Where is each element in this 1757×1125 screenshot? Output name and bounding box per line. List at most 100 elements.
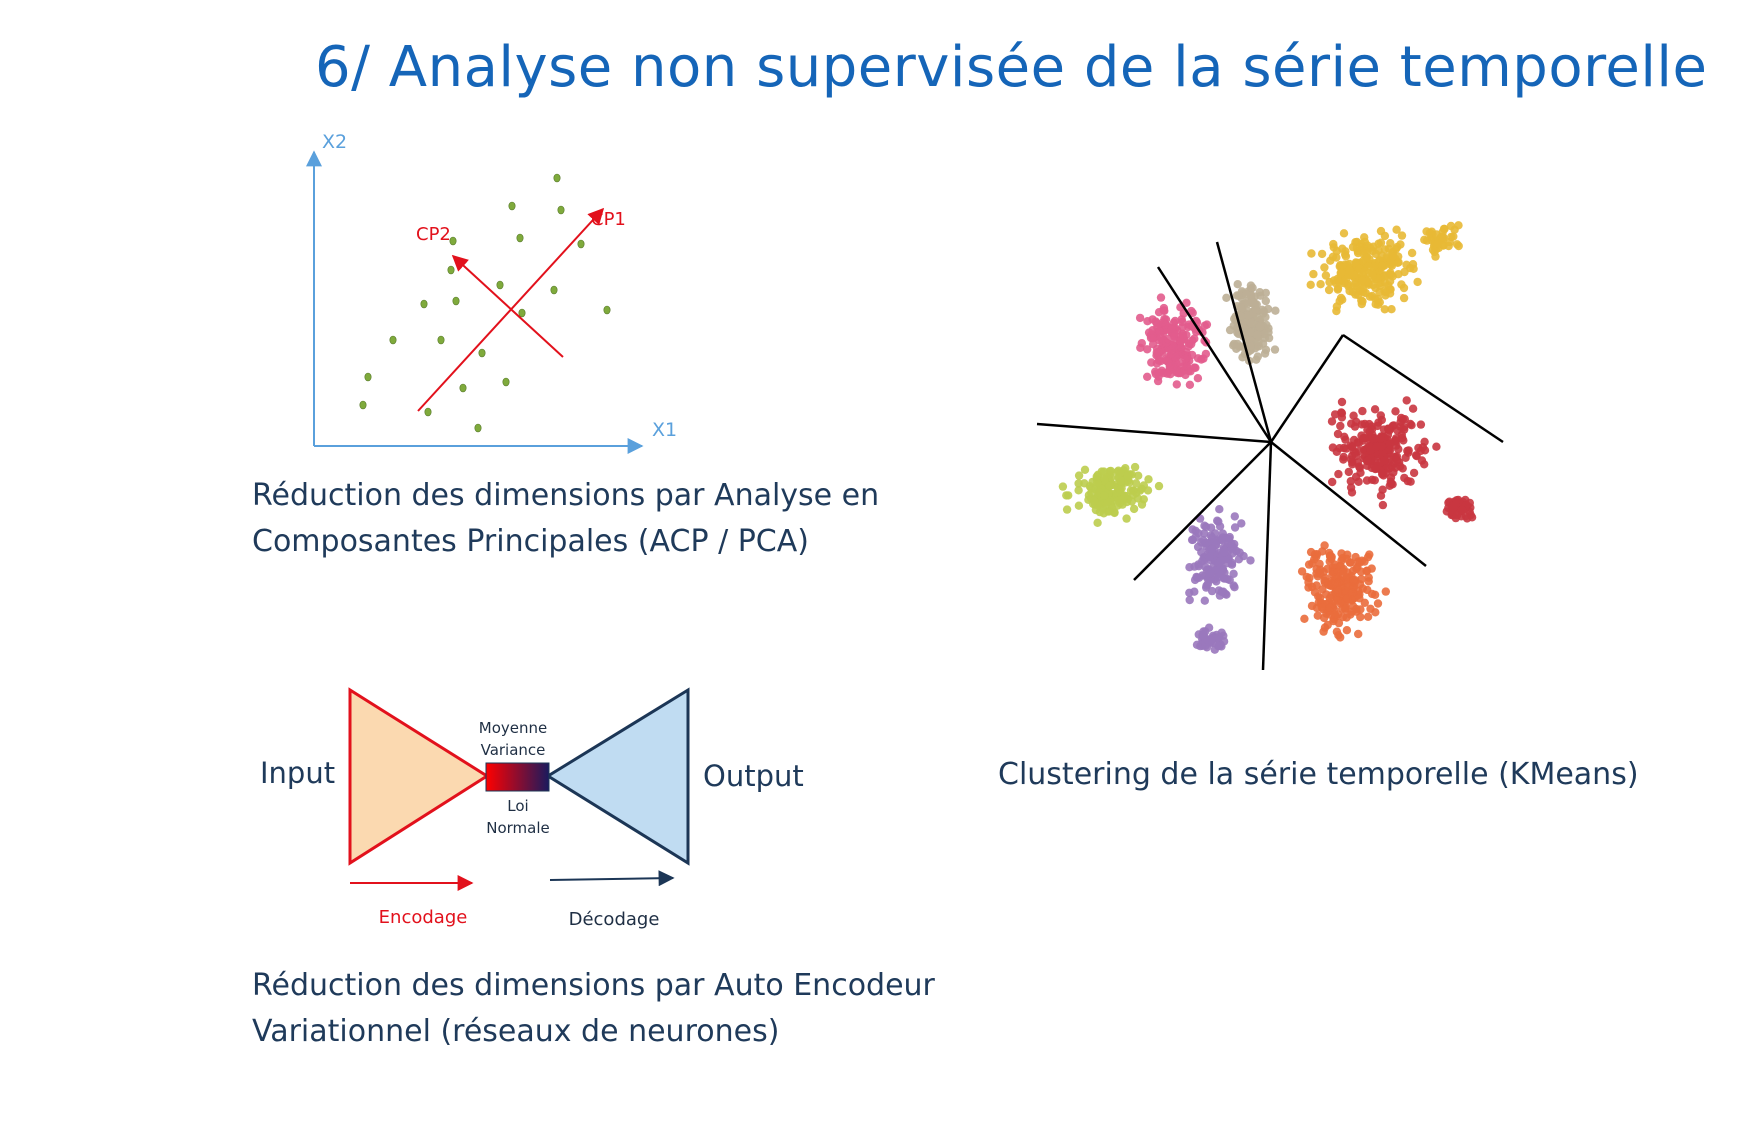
cluster-point [1233, 339, 1242, 349]
cluster-point [1396, 422, 1405, 431]
cluster-point [1454, 241, 1463, 251]
cluster-point [1357, 431, 1366, 440]
cluster-point [1334, 578, 1343, 587]
cluster-point [1348, 242, 1358, 252]
cluster-point [1370, 434, 1380, 443]
cluster-point [1310, 555, 1319, 564]
cluster-point [1333, 429, 1343, 439]
cluster-point [1190, 587, 1199, 596]
cluster-point [1373, 599, 1383, 608]
pca-axis-x-label: X1 [652, 419, 677, 441]
cluster-point [1220, 548, 1229, 557]
cluster-point [1362, 476, 1372, 485]
pca-caption-line2: Composantes Principales (ACP / PCA) [252, 524, 809, 559]
cluster-point [1391, 434, 1401, 443]
cluster-point [1399, 293, 1409, 303]
cluster-point [1385, 439, 1395, 449]
cluster-point [1317, 249, 1327, 259]
cluster-point [1452, 496, 1461, 505]
pca-point [553, 173, 561, 183]
pca-point [478, 348, 486, 358]
cluster-point [1398, 433, 1407, 443]
cluster-point [1192, 640, 1202, 649]
cluster-point [1359, 287, 1368, 297]
cluster-point [1401, 453, 1410, 462]
cluster-point [1420, 446, 1430, 455]
cluster-point [1143, 486, 1153, 495]
cluster-point [1334, 469, 1343, 479]
cluster-point [1373, 294, 1383, 304]
cluster-point [1178, 331, 1188, 340]
cluster-point [1365, 427, 1374, 436]
cluster-point [1398, 464, 1407, 473]
cluster-point [1342, 554, 1352, 563]
cluster-point [1230, 512, 1240, 521]
pca-caption: Réduction des dimensions par Analyse en … [252, 473, 879, 565]
pca-cp2-label: CP2 [416, 224, 451, 245]
cluster-point [1130, 462, 1140, 472]
cluster-point [1386, 268, 1395, 277]
cluster-point [1131, 479, 1141, 488]
cluster-point [1201, 349, 1211, 359]
cluster-point [1394, 445, 1403, 454]
cluster-point [1139, 495, 1149, 504]
cluster-point [1380, 278, 1390, 287]
cluster-point [1246, 318, 1256, 328]
cluster-point [1171, 352, 1181, 362]
cluster-point [1346, 483, 1356, 492]
cluster-point [1154, 481, 1164, 491]
cluster-point [1389, 468, 1398, 477]
cluster-point [1362, 253, 1372, 262]
cluster-point [1163, 334, 1173, 344]
pca-point [516, 233, 524, 243]
cluster-point [1339, 229, 1349, 238]
cluster-point [1216, 556, 1225, 566]
vae-caption: Réduction des dimensions par Auto Encode… [252, 963, 935, 1055]
vae-latent-top-2: Variance [481, 741, 546, 759]
cluster-point [1416, 420, 1426, 429]
cluster-point [1385, 445, 1395, 455]
cluster-point [1256, 322, 1265, 331]
cluster-point [1320, 541, 1329, 550]
cluster-point [1339, 443, 1349, 453]
cluster-point [1090, 496, 1099, 506]
cluster-point [1129, 504, 1139, 514]
cluster-point [1372, 442, 1382, 451]
cluster-point [1465, 498, 1475, 508]
cluster-point [1314, 592, 1323, 601]
cluster-point [1336, 421, 1345, 431]
cluster-point [1144, 475, 1153, 484]
cluster-point [1165, 362, 1175, 372]
cluster-point [1191, 526, 1200, 535]
vae-latent-bottom-2: Normale [486, 819, 550, 837]
cluster-point [1356, 612, 1365, 622]
cluster-point [1155, 368, 1164, 377]
cluster-point [1246, 556, 1255, 565]
cluster-point [1188, 308, 1197, 318]
cluster-point [1439, 224, 1449, 234]
cluster-point [1143, 372, 1152, 381]
cluster-point [1156, 293, 1166, 302]
cluster-point [1192, 572, 1201, 582]
cluster-point [1170, 316, 1180, 326]
cluster-point [1364, 573, 1373, 582]
pca-points [359, 173, 611, 433]
cluster-point [1115, 485, 1125, 494]
cluster-point [1348, 287, 1358, 297]
cluster-point [1201, 562, 1210, 572]
cluster-point [1153, 376, 1163, 386]
cluster-point [1251, 305, 1260, 314]
cluster-point [1074, 471, 1084, 480]
cluster-point [1345, 266, 1354, 275]
cluster-point [1134, 471, 1143, 480]
cluster-point [1402, 260, 1411, 269]
cluster-point [1215, 505, 1224, 514]
cluster-point [1337, 409, 1347, 418]
cluster-point [1200, 321, 1210, 330]
cluster-point [1177, 343, 1186, 353]
cluster-point [1404, 446, 1413, 455]
cluster-point [1270, 345, 1280, 354]
cluster-point [1376, 411, 1386, 420]
cluster-point [1271, 306, 1280, 315]
cluster-point [1398, 415, 1408, 424]
